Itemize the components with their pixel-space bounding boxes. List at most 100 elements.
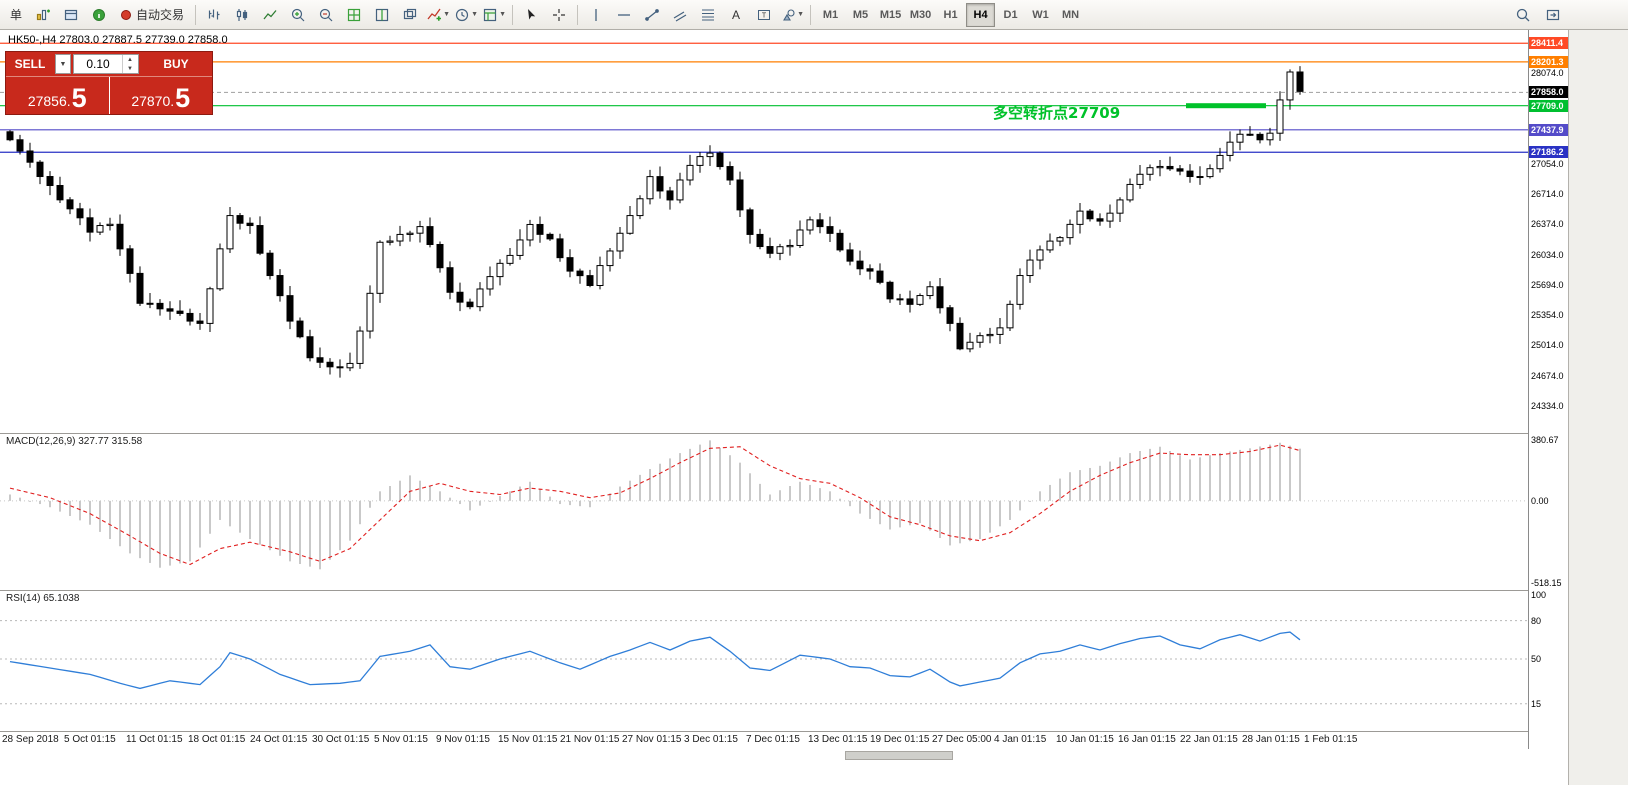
templates-button[interactable]: ▼ <box>481 2 507 28</box>
timeframe-button-M15[interactable]: M15 <box>879 8 902 21</box>
candlestick-mode-button[interactable] <box>229 2 255 28</box>
search-button[interactable] <box>1510 2 1536 28</box>
chart-shift-button[interactable] <box>1540 2 1566 28</box>
time-axis-label: 4 Jan 01:15 <box>994 734 1047 745</box>
timeframe-button-MN[interactable]: MN <box>1061 8 1080 21</box>
time-axis-label: 3 Dec 01:15 <box>684 734 738 745</box>
grid-icon <box>347 8 361 21</box>
periods-dropdown-arrow: ▼ <box>471 11 478 18</box>
time-axis-label: 24 Oct 01:15 <box>250 734 308 745</box>
axis-label: 25694.0 <box>1531 279 1564 290</box>
rsi-panel[interactable] <box>0 591 1528 731</box>
timeframe-button-M5[interactable]: M5 <box>852 8 869 21</box>
time-axis-label: 28 Sep 2018 <box>2 734 59 745</box>
zoom-out-icon <box>319 8 333 21</box>
timeframe-button-H1[interactable]: H1 <box>943 8 958 21</box>
trendline-icon <box>645 8 659 21</box>
time-axis-label: 22 Jan 01:15 <box>1180 734 1238 745</box>
time-axis-label: 1 Feb 01:15 <box>1304 734 1358 745</box>
toolbar-right-group <box>1510 2 1566 28</box>
timeframe-button-D1[interactable]: D1 <box>1003 8 1018 21</box>
axis-label: 27054.0 <box>1531 158 1564 169</box>
buy-price-big-digit: 5 <box>175 83 191 113</box>
panel-separator <box>0 731 1568 732</box>
macd-name: MACD(12,26,9) <box>6 436 76 447</box>
annotation-line-segment[interactable] <box>1186 103 1266 109</box>
new-order-button[interactable]: 单 <box>10 8 23 22</box>
price-line-label: 27858.0 <box>1529 86 1568 99</box>
timeframe-button-H4[interactable]: H4 <box>966 2 996 27</box>
volume-preset-dropdown[interactable]: ▼ <box>55 54 71 74</box>
time-axis-label: 27 Dec 05:00 <box>932 734 992 745</box>
profiles-button[interactable] <box>58 2 84 28</box>
toolbar-separator <box>195 4 197 25</box>
time-axis[interactable]: 28 Sep 2018 5 Oct 01:15 11 Oct 01:15 18 Oct… <box>0 732 1568 749</box>
axis-label: 15 <box>1531 698 1542 709</box>
h-scrollbar[interactable] <box>0 750 1568 762</box>
cascade-windows-button[interactable] <box>397 2 423 28</box>
grid-button[interactable] <box>341 2 367 28</box>
timeframe-button-M30[interactable]: M30 <box>909 8 932 21</box>
axis-label: -518.15 <box>1531 578 1562 589</box>
indicators-button[interactable]: ▼ <box>425 2 451 28</box>
axis-label: 25354.0 <box>1531 310 1564 321</box>
zoom-in-icon <box>291 8 305 21</box>
tile-windows-button[interactable] <box>369 2 395 28</box>
macd-value-signal: 315.58 <box>111 436 143 447</box>
axis-label: 24334.0 <box>1531 400 1564 411</box>
volume-up-button[interactable]: ▲ <box>127 56 133 63</box>
new-chart-button[interactable] <box>30 2 56 28</box>
volume-down-button[interactable]: ▼ <box>127 65 133 72</box>
periods-button[interactable]: ▼ <box>453 2 479 28</box>
price-axis[interactable]: 28074.0 27054.0 26714.0 26374.0 26034.0 25694… <box>1528 30 1568 749</box>
autotrade-button[interactable]: 自动交易 <box>114 2 190 28</box>
candlestick-series <box>6 66 1304 378</box>
zoom-out-button[interactable] <box>313 2 339 28</box>
time-axis-label: 5 Nov 01:15 <box>374 734 428 745</box>
text-tool-button[interactable]: A <box>723 2 749 28</box>
time-axis-label: 18 Oct 01:15 <box>188 734 246 745</box>
channel-tool-button[interactable] <box>667 2 693 28</box>
candlestick-icon <box>236 8 248 21</box>
buy-price[interactable]: 27870. 5 <box>110 77 213 114</box>
text-icon: A <box>732 8 740 22</box>
channel-icon <box>673 10 687 22</box>
timeframe-button-M1[interactable]: M1 <box>822 8 839 21</box>
buy-price-main: 27870. <box>131 93 175 109</box>
info-button[interactable] <box>86 2 112 28</box>
cursor-icon <box>528 8 536 19</box>
axis-label: 26374.0 <box>1531 219 1564 230</box>
volume-field: ▲ ▼ <box>73 54 139 74</box>
horizontal-line-tool-button[interactable] <box>611 2 637 28</box>
bar-chart-mode-button[interactable] <box>201 2 227 28</box>
panel-separator[interactable] <box>0 433 1568 434</box>
h-scrollbar-thumb[interactable] <box>845 751 953 760</box>
trendline-tool-button[interactable] <box>639 2 665 28</box>
sell-price[interactable]: 27856. 5 <box>6 77 110 114</box>
timeframe-button-W1[interactable]: W1 <box>1032 8 1049 21</box>
axis-label: 24674.0 <box>1531 370 1564 381</box>
volume-input[interactable] <box>74 55 122 73</box>
buy-button[interactable]: BUY <box>163 57 189 71</box>
panel-separator[interactable] <box>0 590 1568 591</box>
label-tool-button[interactable]: T <box>751 2 777 28</box>
macd-panel[interactable] <box>0 434 1528 590</box>
time-axis-label: 15 Nov 01:15 <box>498 734 558 745</box>
cascade-windows-icon <box>403 8 417 19</box>
search-icon <box>1516 8 1530 21</box>
fibonacci-tool-button[interactable] <box>695 2 721 28</box>
vertical-line-tool-button[interactable] <box>583 2 609 28</box>
main-chart[interactable]: 多空转折点27709 <box>0 30 1528 433</box>
crosshair-tool-button[interactable] <box>546 2 572 28</box>
shapes-tool-button[interactable]: ▼ <box>779 2 805 28</box>
time-axis-label: 11 Oct 01:15 <box>126 734 183 745</box>
sell-button[interactable]: SELL <box>14 57 46 71</box>
zoom-in-button[interactable] <box>285 2 311 28</box>
toolbar-separator <box>512 4 514 25</box>
annotation-text[interactable]: 多空转折点27709 <box>993 104 1120 122</box>
axis-label: 26714.0 <box>1531 189 1564 200</box>
cursor-tool-button[interactable] <box>518 2 544 28</box>
clock-icon <box>455 8 469 21</box>
line-chart-mode-button[interactable] <box>257 2 283 28</box>
